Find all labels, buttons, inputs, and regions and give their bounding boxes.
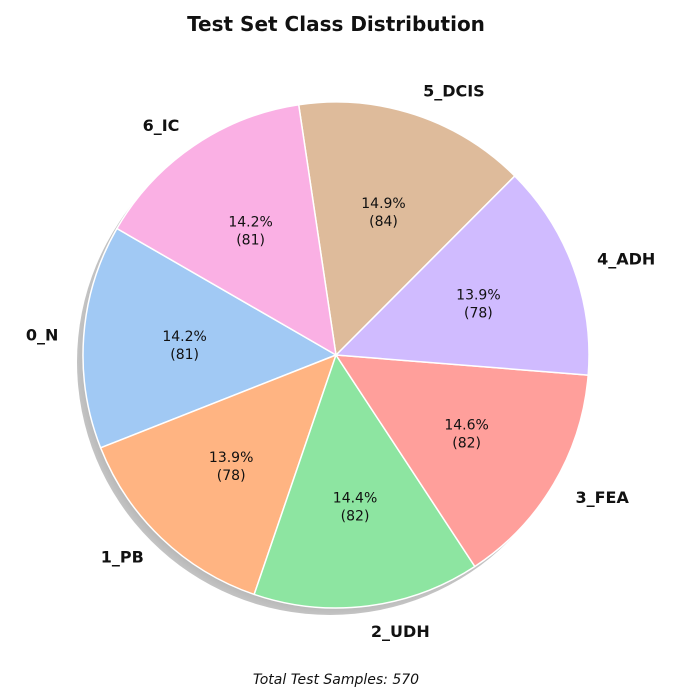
percent-label: 14.2% — [162, 329, 206, 345]
category-label: 6_IC — [143, 116, 180, 135]
percent-label: 13.9% — [209, 450, 253, 466]
percent-label: 14.6% — [444, 417, 488, 433]
category-label: 5_DCIS — [423, 82, 485, 101]
percent-label: 14.2% — [228, 215, 272, 231]
pie-slice-0-n — [82, 227, 337, 449]
count-label: (84) — [369, 214, 398, 230]
count-label: (81) — [170, 347, 199, 363]
pie-labels: 0_N 14.2% (81) 1_PB 13.9% (78) 2_UDH 14.4% (82) 3… — [26, 82, 655, 641]
category-label: 4_ADH — [597, 250, 655, 269]
category-label: 3_FEA — [575, 488, 629, 507]
pie-slice-6-ic — [116, 104, 337, 356]
chart-title: Test Set Class Distribution — [187, 12, 485, 36]
percent-label: 14.9% — [361, 196, 405, 212]
total-samples-footer: Total Test Samples: 570 — [253, 672, 419, 688]
category-label: 1_PB — [101, 547, 144, 566]
count-label: (82) — [341, 509, 370, 525]
count-label: (81) — [236, 233, 265, 249]
pie-slice-3-fea — [335, 354, 589, 568]
percent-label: 13.9% — [456, 287, 500, 303]
pie-slices — [82, 101, 590, 609]
category-label: 2_UDH — [371, 622, 430, 641]
count-label: (82) — [452, 435, 481, 451]
category-label: 0_N — [26, 325, 59, 344]
pie-slice-1-pb — [99, 354, 337, 596]
pie-slice-4-adh — [335, 175, 590, 376]
pie-slice-2-udh — [253, 354, 476, 609]
count-label: (78) — [217, 468, 246, 484]
percent-label: 14.4% — [333, 491, 377, 507]
count-label: (78) — [464, 305, 493, 321]
pie-slice-5-dcis — [297, 101, 516, 356]
